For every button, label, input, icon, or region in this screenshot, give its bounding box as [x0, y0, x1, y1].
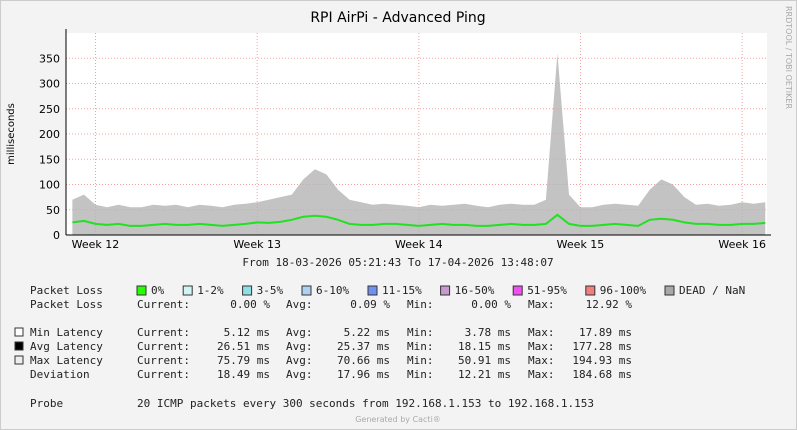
stat-label: Current: [137, 298, 190, 311]
legend-swatch [664, 285, 675, 296]
legend-swatch [182, 285, 193, 296]
legend-box [14, 341, 24, 351]
legend-item: 0% [151, 284, 165, 297]
probe-label: Probe [30, 397, 63, 410]
legend-item: 11-15% [382, 284, 422, 297]
stat-label: Avg: [286, 298, 313, 311]
side-label: RRDTOOL / TOBI OETIKER [784, 6, 793, 109]
legend-item: 16-50% [455, 284, 495, 297]
y-tick-label: 50 [46, 204, 60, 217]
stat-label: Current: [137, 340, 190, 353]
x-tick-label: Week 14 [395, 238, 443, 251]
legend-item: 1-2% [197, 284, 224, 297]
footer: Generated by Cacti® [355, 415, 441, 424]
legend-item: DEAD / NaN [679, 284, 745, 297]
stat-value: 70.66 ms [337, 354, 390, 367]
stat-label: Max: [528, 340, 555, 353]
stat-value: 75.79 ms [217, 354, 270, 367]
median-line [72, 213, 766, 227]
stat-label: Min: [407, 354, 434, 367]
y-axis-label: milliseconds [6, 103, 17, 165]
stat-name: Deviation [30, 368, 90, 381]
stat-value: 0.00 % [471, 298, 511, 311]
stat-value: 50.91 ms [458, 354, 511, 367]
legend-box [14, 327, 24, 337]
stat-value: 25.37 ms [337, 340, 390, 353]
stat-name: Max Latency [30, 354, 103, 367]
stat-name: Packet Loss [30, 298, 103, 311]
y-tick-label: 300 [39, 78, 60, 91]
y-tick-label: 150 [39, 153, 60, 166]
stat-value: 194.93 ms [572, 354, 632, 367]
stat-label: Avg: [286, 326, 313, 339]
chart-title: RPI AirPi - Advanced Ping [310, 10, 485, 26]
y-tick-label: 200 [39, 128, 60, 141]
stat-label: Max: [528, 368, 555, 381]
smoke-area [72, 53, 766, 236]
stat-value: 3.78 ms [465, 326, 511, 339]
stat-value: 5.22 ms [344, 326, 390, 339]
legend-swatch [301, 285, 312, 296]
stat-value: 5.12 ms [224, 326, 270, 339]
stat-label: Current: [137, 354, 190, 367]
legend-item: 6-10% [316, 284, 349, 297]
stat-label: Max: [528, 326, 555, 339]
stat-label: Current: [137, 368, 190, 381]
stat-value: 12.21 ms [458, 368, 511, 381]
stat-label: Current: [137, 326, 190, 339]
legend-swatch [440, 285, 451, 296]
legend-swatch [242, 285, 253, 296]
stat-value: 26.51 ms [217, 340, 270, 353]
stat-label: Min: [407, 340, 434, 353]
stat-label: Avg: [286, 368, 313, 381]
stat-label: Min: [407, 326, 434, 339]
x-tick-label: Week 15 [557, 238, 605, 251]
stat-name: Avg Latency [30, 340, 103, 353]
stat-value: 17.96 ms [337, 368, 390, 381]
probe-text: 20 ICMP packets every 300 seconds from 1… [137, 397, 594, 410]
stat-value: 0.09 % [350, 298, 390, 311]
legend-item: 96-100% [600, 284, 647, 297]
legend-swatch [512, 285, 523, 296]
stat-label: Min: [407, 368, 434, 381]
stat-label: Min: [407, 298, 434, 311]
legend-swatch [367, 285, 378, 296]
y-tick-label: 250 [39, 103, 60, 116]
legend-swatch [585, 285, 596, 296]
subtitle: From 18-03-2026 05:21:43 To 17-04-2026 1… [242, 256, 553, 269]
legend-item: 3-5% [257, 284, 284, 297]
x-tick-label: Week 12 [72, 238, 120, 251]
x-tick-label: Week 16 [718, 238, 766, 251]
legend-box [14, 355, 24, 365]
x-tick-label: Week 13 [233, 238, 281, 251]
stat-value: 177.28 ms [572, 340, 632, 353]
stat-value: 12.92 % [586, 298, 633, 311]
stat-label: Avg: [286, 340, 313, 353]
legend-swatch [136, 285, 147, 296]
stat-label: Avg: [286, 354, 313, 367]
stat-value: 18.15 ms [458, 340, 511, 353]
y-tick-label: 0 [53, 229, 60, 242]
stat-label: Max: [528, 354, 555, 367]
stat-value: 18.49 ms [217, 368, 270, 381]
y-tick-label: 100 [39, 179, 60, 192]
y-tick-label: 350 [39, 52, 60, 65]
stat-value: 0.00 % [230, 298, 270, 311]
legend-label: Packet Loss [30, 284, 103, 297]
stat-value: 17.89 ms [579, 326, 632, 339]
stat-label: Max: [528, 298, 555, 311]
stat-name: Min Latency [30, 326, 103, 339]
stat-value: 184.68 ms [572, 368, 632, 381]
legend-item: 51-95% [527, 284, 567, 297]
